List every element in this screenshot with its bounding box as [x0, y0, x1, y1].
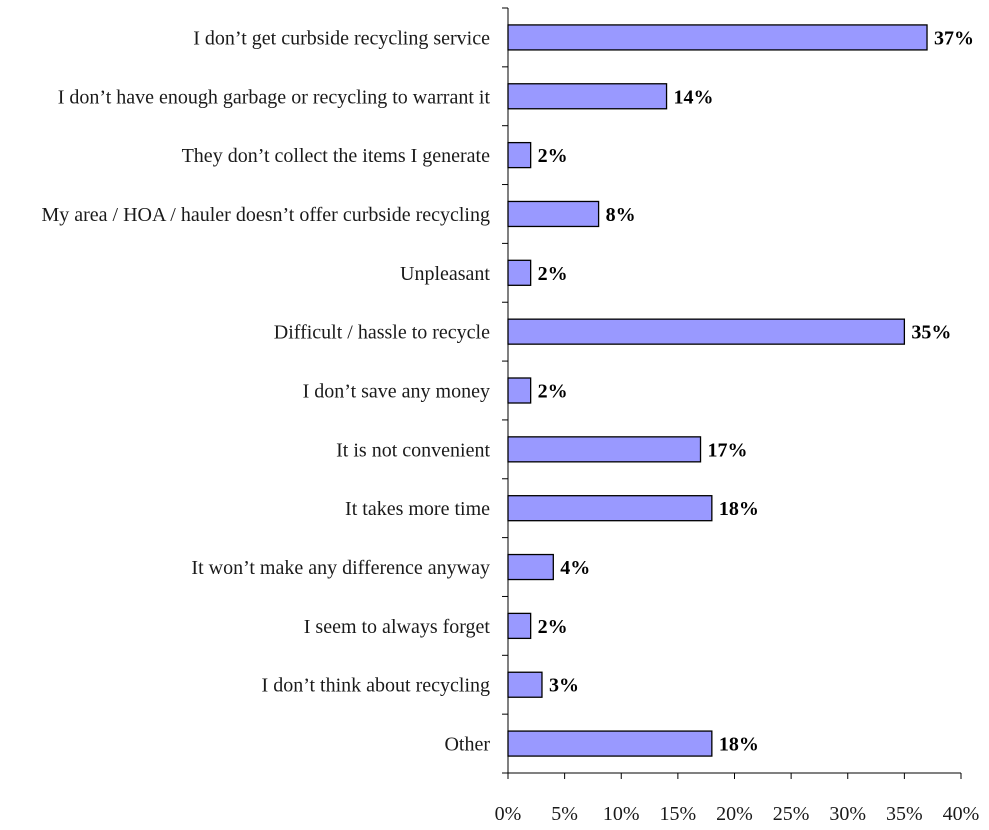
category-label: I seem to always forget [304, 616, 491, 638]
category-label: I don’t save any money [303, 381, 490, 403]
data-label: 17% [708, 439, 748, 461]
category-label: I don’t have enough garbage or recycling… [58, 86, 491, 108]
x-tick-label: 25% [773, 803, 810, 825]
x-tick-label: 5% [551, 803, 578, 825]
bar [507, 318, 906, 345]
bar [507, 24, 928, 51]
x-tick-label: 10% [603, 803, 640, 825]
data-label: 37% [934, 27, 974, 49]
axes [502, 7, 962, 779]
category-label: They don’t collect the items I generate [182, 145, 491, 167]
bar [507, 612, 532, 640]
data-label: 3% [549, 675, 579, 697]
data-label: 4% [560, 557, 590, 579]
category-label: Other [444, 734, 490, 756]
x-tick-label: 40% [943, 803, 980, 825]
data-label: 8% [606, 204, 636, 226]
bar [507, 730, 713, 757]
bar [507, 200, 600, 228]
bar [507, 83, 668, 110]
bar [507, 436, 702, 463]
bar [507, 141, 532, 169]
x-tick-label: 15% [660, 803, 697, 825]
category-label: My area / HOA / hauler doesn’t offer cur… [41, 204, 490, 226]
category-label: I don’t get curbside recycling service [193, 27, 490, 49]
bar [507, 495, 713, 522]
category-label: Difficult / hassle to recycle [274, 322, 490, 344]
labels: 0% 5% 10% 15% 20% 25% 30% 35% 40% 37% I don’t get … [41, 27, 979, 825]
x-tick-label: 35% [886, 803, 923, 825]
x-tick-label: 30% [829, 803, 866, 825]
category-label: It won’t make any difference anyway [191, 557, 490, 579]
data-label: 2% [538, 263, 568, 285]
data-label: 2% [538, 381, 568, 403]
bars [507, 24, 928, 757]
data-label: 18% [719, 734, 759, 756]
data-label: 14% [674, 86, 714, 108]
bar [507, 259, 532, 286]
bar [507, 671, 543, 698]
category-label: It takes more time [345, 498, 490, 520]
data-label: 2% [538, 616, 568, 638]
x-tick-label: 0% [495, 803, 522, 825]
x-tick-label: 20% [716, 803, 753, 825]
category-label: It is not convenient [336, 439, 490, 461]
category-label: Unpleasant [400, 263, 490, 285]
bar [507, 377, 532, 404]
bar [507, 553, 554, 581]
data-label: 18% [719, 498, 759, 520]
category-label: I don’t think about recycling [262, 675, 490, 697]
data-label: 35% [911, 322, 951, 344]
data-label: 2% [538, 145, 568, 167]
